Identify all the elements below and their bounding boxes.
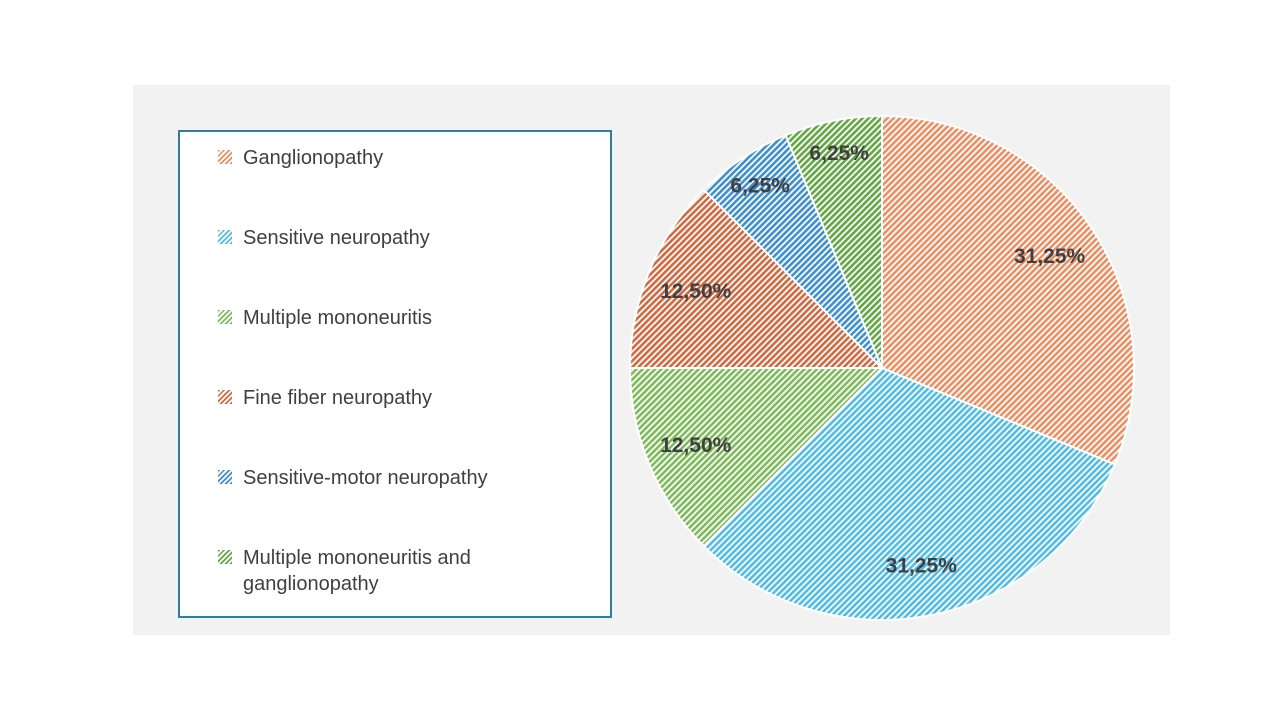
pie-chart: 31,25% 31,25% 12,50% 12,50% 6,25% 6,25%: [629, 115, 1135, 621]
legend-item: Sensitive neuropathy: [218, 225, 592, 305]
legend-item: Multiple mononeuritis: [218, 305, 592, 385]
legend-label: Fine fiber neuropathy: [243, 387, 433, 409]
pie-slice-label: 31,25%: [886, 555, 958, 578]
legend-color-swatch-icon: [218, 390, 232, 404]
legend-item: Ganglionopathy: [218, 145, 592, 225]
legend-list: Ganglionopathy Sensitive neuropathy Multip…: [180, 132, 610, 597]
pie-slice-label: 6,25%: [809, 142, 869, 165]
pie-slice: [702, 367, 1116, 621]
legend-label: Multiple mononeuritis: [243, 307, 432, 329]
pie-slice-label: 6,25%: [730, 175, 790, 198]
legend-color-swatch-icon: [218, 310, 232, 324]
legend-item: Sensitive-motor neuropathy: [218, 465, 592, 545]
legend-item: Multiple mononeuritis and ganglionopathy: [218, 545, 592, 597]
legend-box: Ganglionopathy Sensitive neuropathy Multip…: [178, 130, 612, 618]
legend-color-swatch-icon: [218, 230, 232, 244]
legend-label: Multiple mononeuritis and ganglionopathy: [243, 547, 471, 595]
legend-color-swatch-icon: [218, 150, 232, 164]
pie-slice-label: 31,25%: [1014, 245, 1086, 268]
legend-color-swatch-icon: [218, 470, 232, 484]
pie-slice-label: 12,50%: [660, 280, 732, 303]
legend-label: Ganglionopathy: [243, 147, 384, 169]
legend-item: Fine fiber neuropathy: [218, 385, 592, 465]
legend-label: Sensitive neuropathy: [243, 227, 430, 249]
pie-slice: [784, 115, 883, 369]
pie-slice: [629, 367, 883, 548]
legend-label: Sensitive-motor neuropathy: [243, 467, 488, 489]
pie-slice: [629, 188, 883, 369]
pie-slice: [881, 115, 1135, 466]
legend-color-swatch-icon: [218, 550, 232, 564]
pie-slice-label: 12,50%: [660, 434, 732, 457]
